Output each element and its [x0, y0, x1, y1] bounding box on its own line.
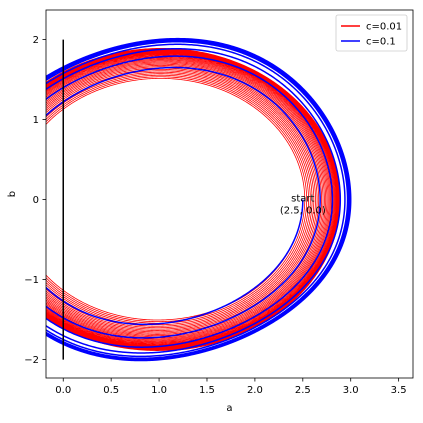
y-tick-label: −1 [24, 275, 39, 286]
x-tick-label: 3.5 [391, 385, 407, 396]
legend: c=0.01 c=0.1 [335, 14, 408, 52]
x-axis-label: a [226, 403, 232, 414]
series-layer [46, 37, 352, 362]
series-line-c01 [46, 37, 352, 362]
x-tick-label: 0.0 [55, 385, 71, 396]
annotation-label-line-2: (2.5, 0.0) [280, 206, 326, 217]
plot-frame [45, 9, 414, 379]
plot-area: start (2.5, 0.0) [46, 37, 352, 362]
legend-label-c01: c=0.1 [366, 37, 396, 48]
y-tick-label: 2 [33, 35, 39, 46]
y-tick-label: 0 [33, 195, 39, 206]
y-tick-label: −2 [24, 355, 39, 366]
x-tick-label: 1.0 [151, 385, 167, 396]
x-axis-ticks: 0.0 0.5 1.0 1.5 2.0 2.5 3.0 3.5 [55, 378, 407, 396]
x-tick-label: 3.0 [343, 385, 359, 396]
y-axis-label: b [7, 191, 18, 197]
y-axis-ticks: −2 −1 0 1 2 [24, 35, 46, 366]
legend-box [335, 14, 408, 52]
annotation-label-line-1: start [291, 194, 314, 205]
x-tick-label: 1.5 [199, 385, 215, 396]
y-tick-label: 1 [33, 115, 39, 126]
x-tick-label: 2.5 [295, 385, 311, 396]
x-tick-label: 0.5 [103, 385, 119, 396]
legend-label-c001: c=0.01 [366, 22, 402, 33]
x-tick-label: 2.0 [247, 385, 263, 396]
